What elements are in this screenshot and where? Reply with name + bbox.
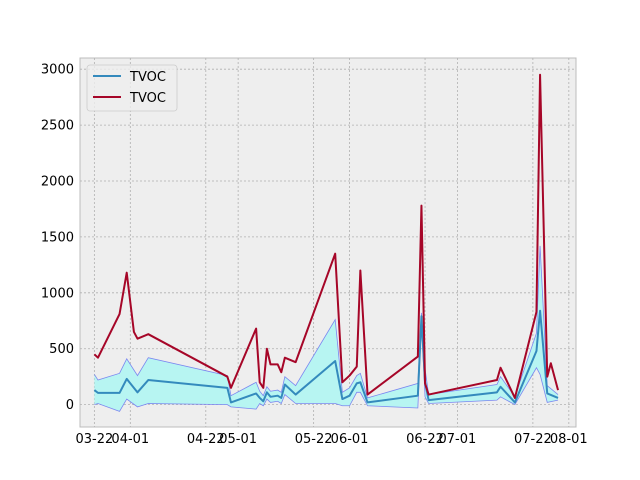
x-tick-label: 03-22 bbox=[75, 432, 113, 447]
x-tick-label: 04-22 bbox=[187, 432, 225, 447]
legend: TVOC TVOC bbox=[86, 64, 178, 112]
legend-label-max: TVOC bbox=[129, 91, 166, 106]
x-tick-label: 06-22 bbox=[406, 432, 444, 447]
band-lower-edge bbox=[94, 321, 559, 412]
series-line-max bbox=[93, 73, 559, 399]
y-tick-label: 0 bbox=[66, 398, 74, 413]
y-tick-label: 2500 bbox=[41, 119, 74, 134]
x-tick-label: 04-01 bbox=[111, 432, 149, 447]
y-tick-label: 3000 bbox=[41, 63, 74, 78]
x-tick-label: 07-01 bbox=[439, 432, 477, 447]
band-fill bbox=[94, 245, 559, 412]
x-tick-label: 07-22 bbox=[514, 432, 552, 447]
band-upper-edge bbox=[94, 245, 559, 399]
x-tick-label: 08-01 bbox=[550, 432, 588, 447]
x-tick-label: 05-01 bbox=[219, 432, 257, 447]
series-line-mean bbox=[93, 309, 559, 404]
y-tick-label: 2000 bbox=[41, 175, 74, 190]
x-tick-label: 05-22 bbox=[295, 432, 333, 447]
x-tick-label: 06-01 bbox=[331, 432, 369, 447]
range-band bbox=[94, 245, 559, 412]
y-tick-label: 500 bbox=[49, 342, 74, 357]
y-tick-label: 1000 bbox=[41, 286, 74, 301]
y-tick-label: 1500 bbox=[41, 230, 74, 245]
legend-label-mean: TVOC bbox=[129, 70, 166, 85]
series-lines bbox=[93, 73, 559, 404]
